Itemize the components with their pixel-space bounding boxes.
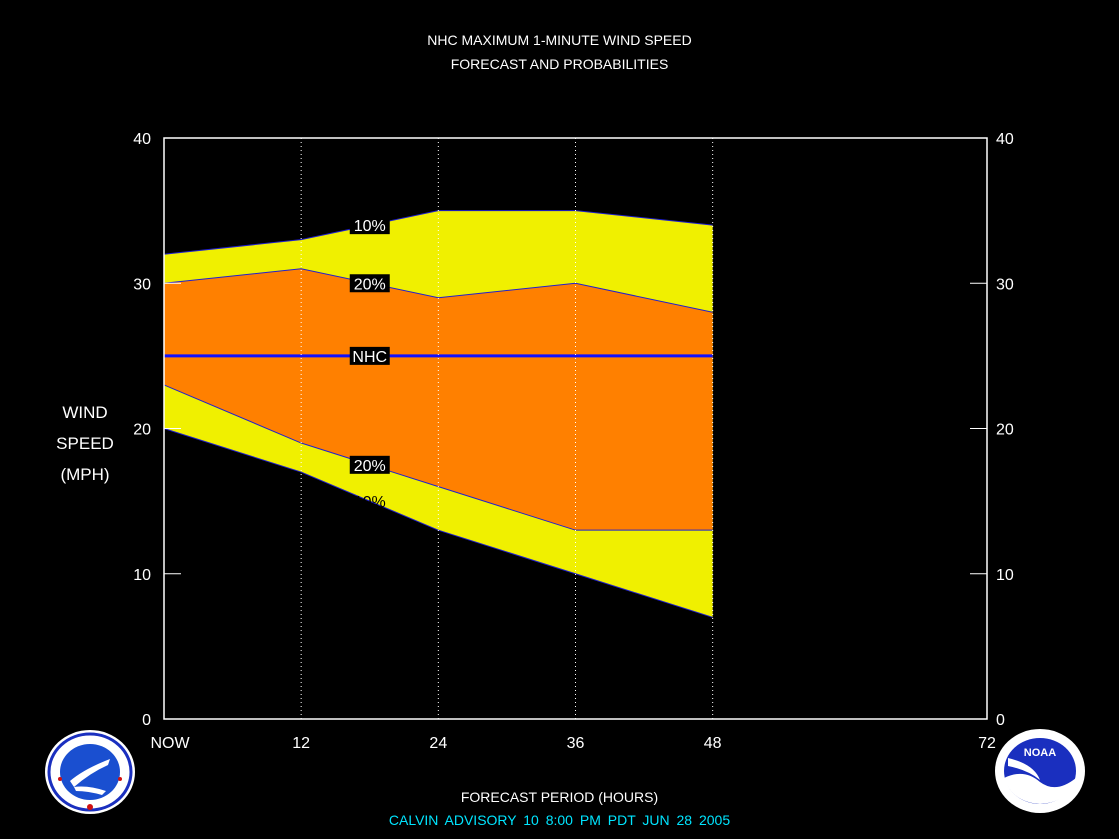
vertical-gridlines: [300, 138, 714, 719]
y-tick-label-right: 0: [996, 712, 1005, 729]
annotation-label-4: 10%: [354, 494, 386, 511]
y-tick-label-right: 30: [996, 276, 1014, 293]
band-annotations: 10% 20% NHC 20% 10%: [349, 216, 390, 511]
y-tick-label-left: 0: [142, 712, 151, 729]
y-axis-label-line3: (MPH): [60, 465, 110, 484]
y-tick-label-right: 10: [996, 567, 1014, 584]
annotation-label-1: 20%: [354, 276, 386, 293]
annotation-box-3: [349, 455, 390, 474]
x-tick-label: NOW: [150, 735, 190, 752]
x-tick-label: 12: [292, 735, 310, 752]
y-tick-label-left: 30: [133, 276, 151, 293]
advisory-footer: CALVIN ADVISORY 10 8:00 PM PDT JUN 28 20…: [388, 812, 731, 828]
annotation-box-0: [349, 216, 390, 235]
annotation-label-0: 10%: [354, 218, 386, 235]
x-axis-label: FORECAST PERIOD (HOURS): [460, 789, 659, 805]
annotation-label-2: NHC: [352, 349, 387, 366]
y-tick-label-right: 40: [996, 131, 1014, 148]
chart-title-line1: NHC MAXIMUM 1-MINUTE WIND SPEED: [427, 32, 692, 48]
y-axis-label-line1: WIND: [62, 403, 108, 422]
y-tick-label-left: 20: [133, 422, 151, 439]
chart-title-line2: FORECAST AND PROBABILITIES: [450, 56, 669, 72]
annotation-label-3: 20%: [354, 458, 386, 475]
annotation-box-1: [349, 274, 390, 293]
x-tick-label: 24: [429, 735, 447, 752]
band-edge-line-1: [163, 268, 713, 313]
annotation-box-2: [349, 346, 390, 365]
y-tick-label-right: 20: [996, 422, 1014, 439]
x-tick-label: 72: [978, 735, 996, 752]
probability-bands: [163, 210, 713, 618]
y-tick-label-left: 10: [133, 567, 151, 584]
x-tick-label: 36: [567, 735, 585, 752]
y-axis-label-line2: SPEED: [56, 434, 114, 453]
y-tick-label-left: 40: [133, 131, 151, 148]
noaa-logo-text: NOAA: [1024, 747, 1056, 759]
noaa-logo-icon: NOAA: [995, 729, 1085, 813]
axis-ticks: 0 0 10 10 20 20 30 30 40 40 NOW 12 24 36 48 72: [133, 131, 1014, 752]
nws-logo-icon: [45, 730, 135, 814]
x-tick-label: 48: [704, 735, 722, 752]
